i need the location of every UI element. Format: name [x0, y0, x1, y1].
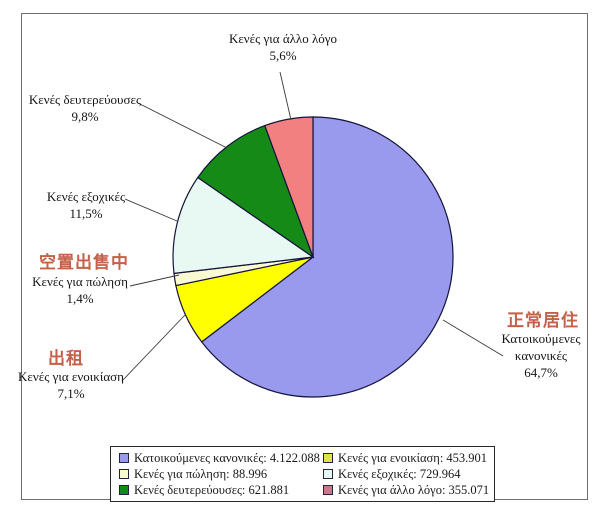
callout-vacant-for-sale-percent: 1,4% [66, 290, 94, 306]
legend-item-vacant-other-text: Κενές για άλλο λόγο: 355.071 [338, 482, 490, 497]
legend-item-vacant-other: Κενές για άλλο λόγο: 355.071 [323, 483, 489, 498]
callout-vacant-for-rent-label: Κενές για ενοικίαση [18, 369, 124, 384]
leader-line-sale [129, 274, 180, 287]
legend-item-vacant-secondary: Κενές δευτερεύουσες: 621.881 [119, 483, 323, 498]
callout-vacant-secondary: Κενές δευτερεύουσες 9,8% [15, 92, 155, 126]
callout-occupied-normal-percent: 64,7% [524, 364, 558, 380]
callout-vacant-other: Κενές για άλλο λόγο 5,6% [203, 31, 363, 65]
legend-swatch-vacant-other [323, 485, 333, 495]
legend-item-vacant-for-sale-text: Κενές για πώληση: 88.996 [134, 466, 268, 481]
legend-item-vacant-for-sale: Κενές για πώληση: 88.996 [119, 467, 323, 482]
leader-line-holiday [124, 198, 178, 222]
legend-item-vacant-for-rent-text: Κενές για ενοικίαση: 453.901 [338, 450, 488, 465]
callout-vacant-holiday-label: Κενές εξοχικές [46, 189, 126, 204]
callout-vacant-for-sale: Κενές για πώληση 1,4% [10, 274, 150, 308]
legend-item-vacant-holiday-text: Κενές εξοχικές: 729.964 [338, 466, 461, 481]
chart-legend: Κατοικούμενες κανονικές: 4.122.088 Κενές… [110, 446, 495, 502]
legend-swatch-vacant-holiday [323, 469, 333, 479]
legend-item-vacant-secondary-text: Κενές δευτερεύουσες: 621.881 [134, 482, 290, 497]
leader-lines-group [121, 71, 504, 382]
pie-slices-group [172, 116, 454, 398]
callout-vacant-other-label: Κενές για άλλο λόγο [228, 31, 338, 46]
leader-line-rent [121, 314, 186, 382]
callout-vacant-other-percent: 5,6% [269, 47, 297, 63]
callout-vacant-secondary-percent: 9,8% [71, 108, 99, 124]
callout-vacant-holiday-percent: 11,5% [69, 205, 103, 221]
callout-vacant-for-rent-percent: 7,1% [57, 385, 85, 401]
annotation-cn-for-rent: 出租 [48, 349, 84, 368]
callout-vacant-holiday: Κενές εξοχικές 11,5% [16, 189, 156, 223]
legend-swatch-occupied-normal [119, 453, 129, 463]
annotation-cn-vacant-for-sale: 空置出售中 [39, 253, 129, 272]
leader-line-occupied [442, 319, 504, 357]
pie-slice-occupied-normal [200, 116, 454, 398]
legend-item-occupied-normal: Κατοικούμενες κανονικές: 4.122.088 [119, 451, 323, 466]
legend-swatch-vacant-secondary [119, 485, 129, 495]
callout-vacant-for-rent: Κενές για ενοικίαση 7,1% [1, 369, 141, 403]
callout-occupied-normal-label: Κατοικούμενες κανονικές [501, 331, 581, 363]
callout-occupied-normal: Κατοικούμενες κανονικές 64,7% [486, 331, 596, 382]
legend-swatch-vacant-for-rent [323, 453, 333, 463]
legend-item-vacant-holiday: Κενές εξοχικές: 729.964 [323, 467, 489, 482]
leader-line-other [279, 71, 292, 121]
callout-vacant-for-sale-label: Κενές για πώληση [32, 274, 128, 289]
legend-swatch-vacant-for-sale [119, 469, 129, 479]
leader-line-secondary [137, 102, 228, 149]
pie-slice-vacant-other [264, 116, 314, 258]
legend-item-vacant-for-rent: Κενές για ενοικίαση: 453.901 [323, 451, 489, 466]
callout-vacant-secondary-label: Κενές δευτερεύουσες [28, 92, 142, 107]
pie-slice-vacant-secondary [196, 124, 315, 259]
pie-slice-vacant-holiday [172, 176, 315, 275]
legend-item-occupied-normal-text: Κατοικούμενες κανονικές: 4.122.088 [134, 450, 320, 465]
annotation-cn-occupied-normal: 正常居住 [507, 311, 579, 330]
